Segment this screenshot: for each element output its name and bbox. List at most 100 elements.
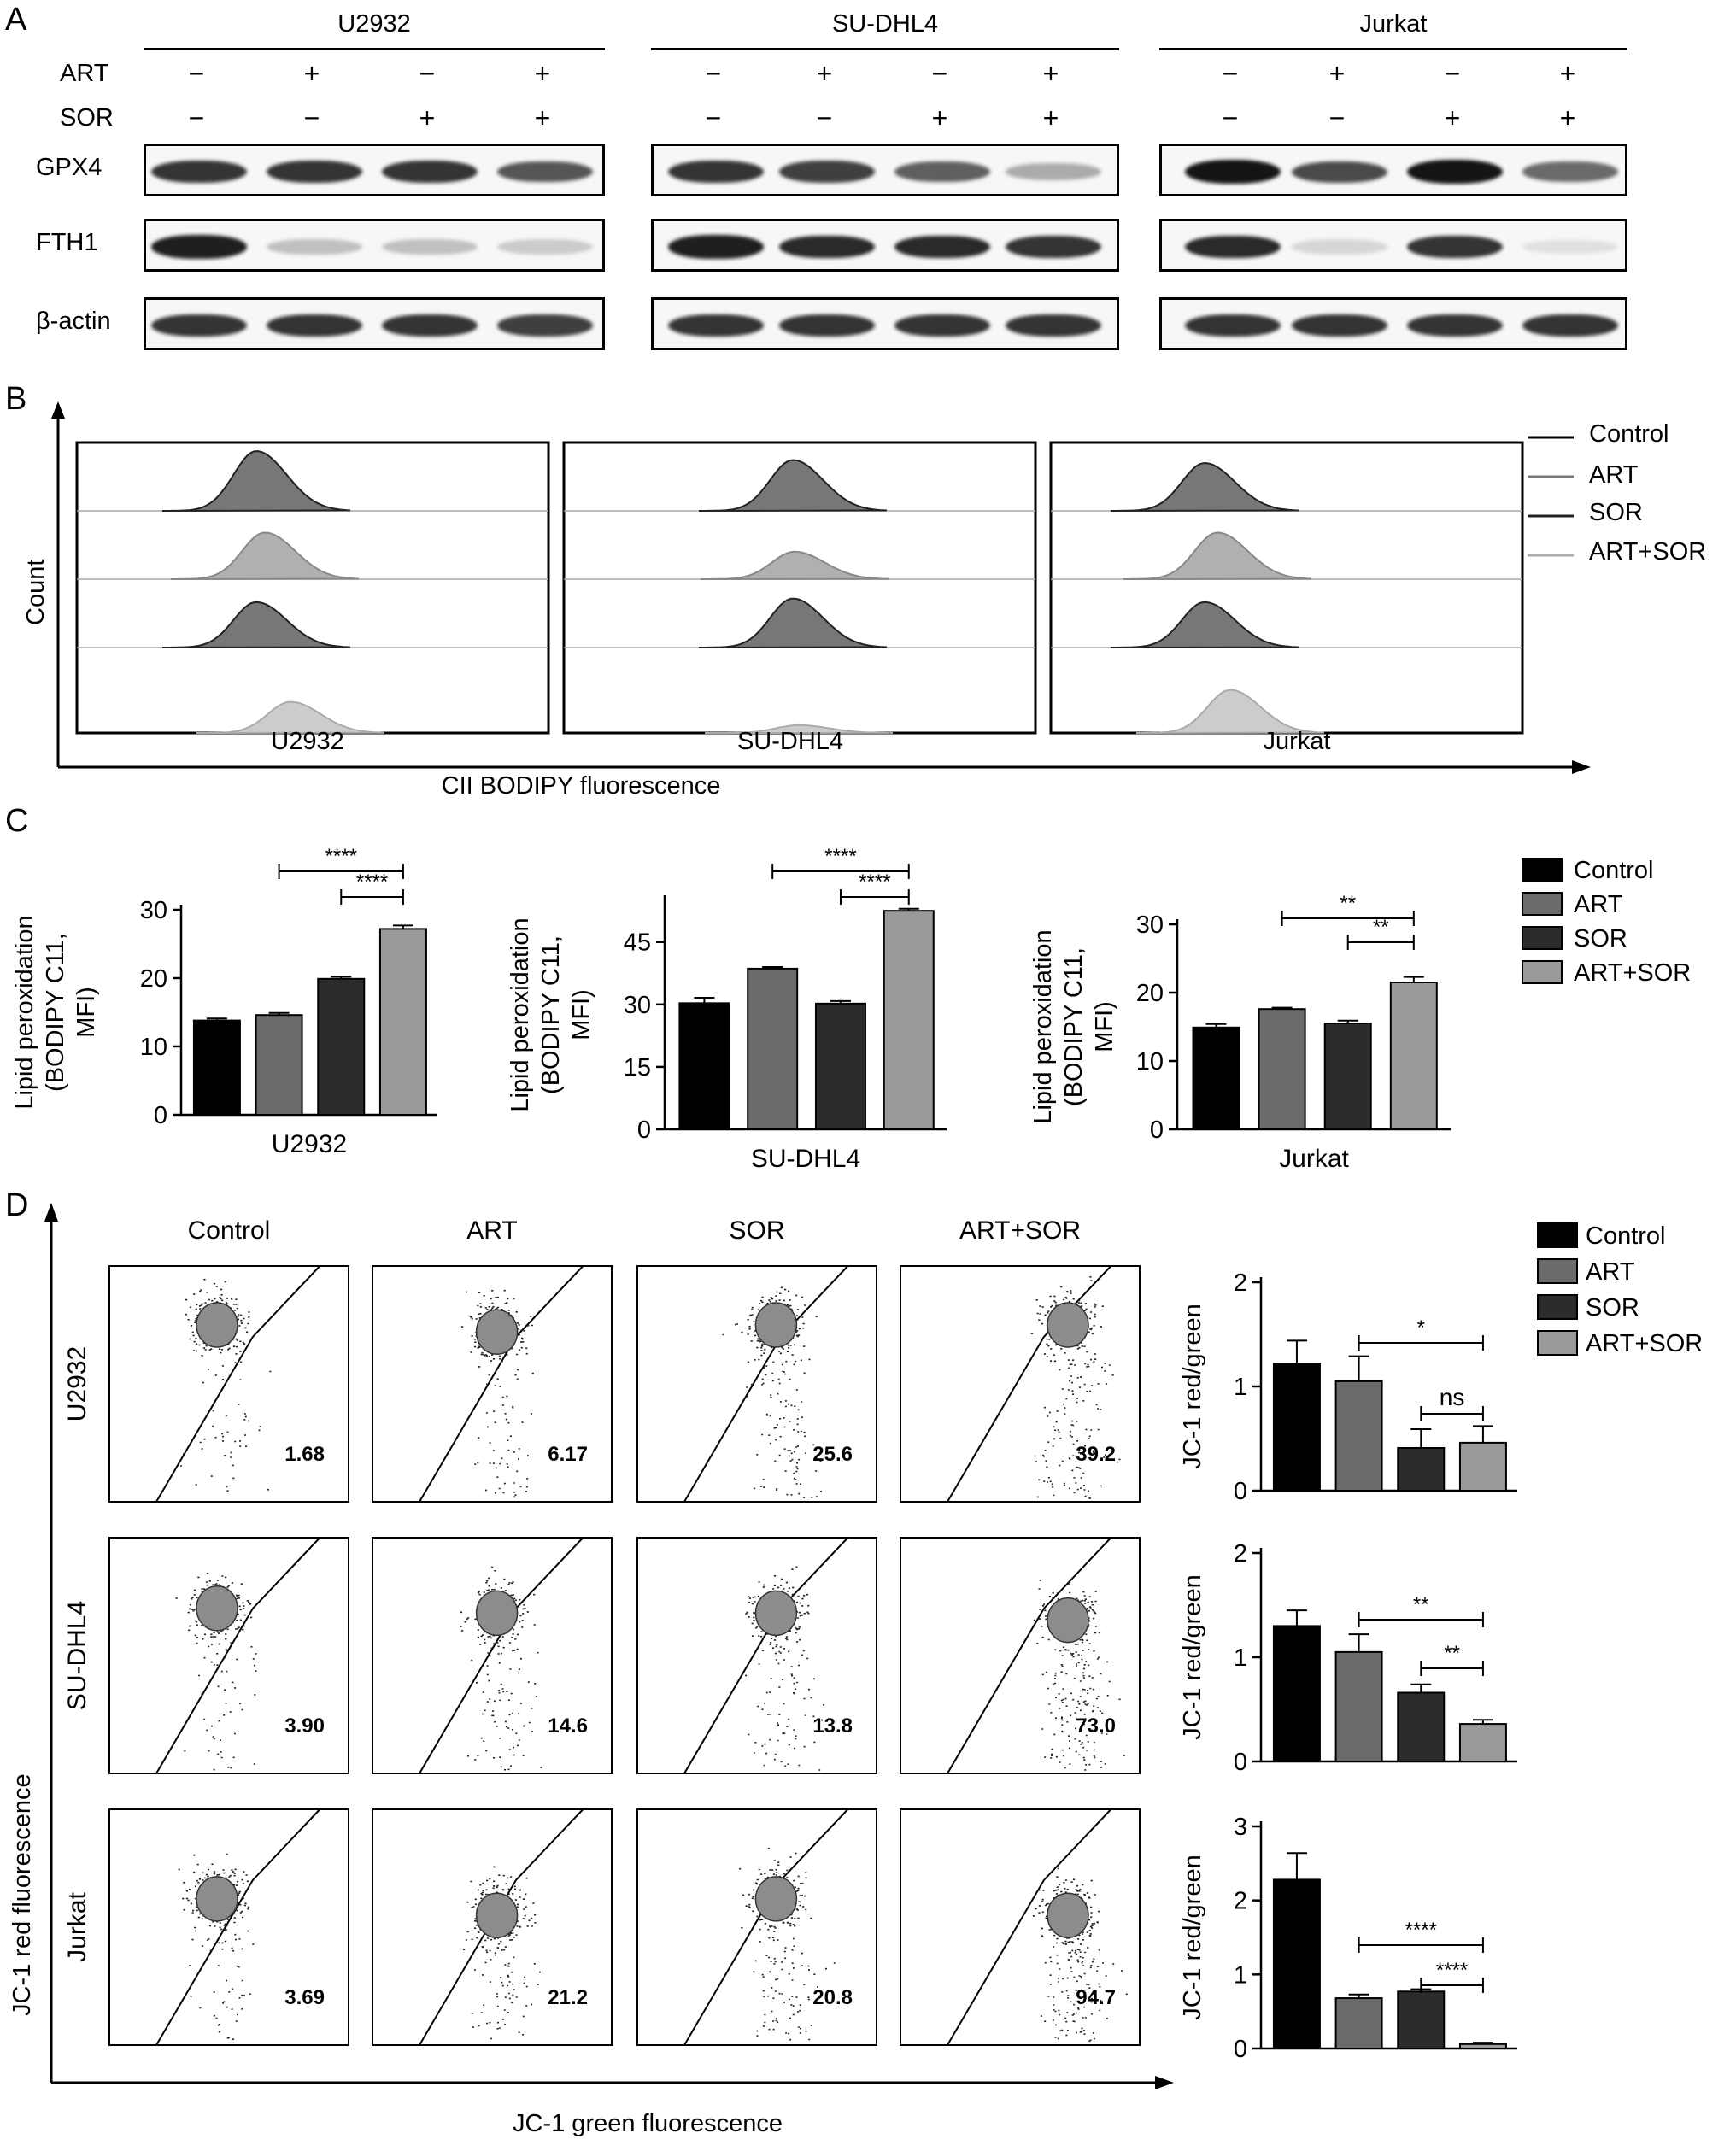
blot-band bbox=[1185, 160, 1281, 184]
jc1-dense-population bbox=[475, 1892, 519, 1938]
lipid-legend-swatch bbox=[1522, 926, 1563, 950]
blot-sor-sign: + bbox=[1559, 103, 1576, 133]
significance-label: **** bbox=[1405, 1919, 1437, 1942]
histogram-x-arrowhead bbox=[1572, 760, 1591, 774]
blot-band bbox=[382, 314, 478, 337]
blot-sor-sign: + bbox=[419, 103, 436, 133]
blot-sor-sign: − bbox=[1328, 103, 1346, 133]
jc1-percentage: 25.6 bbox=[812, 1443, 853, 1466]
blot-band bbox=[1006, 163, 1101, 180]
bar-art-sor bbox=[378, 928, 427, 1117]
histogram-panel-label-3: Jurkat bbox=[1263, 728, 1331, 755]
histogram-curve bbox=[1123, 531, 1312, 580]
histogram-legend-art: ART bbox=[1589, 461, 1639, 489]
jc1-column-label: SOR bbox=[729, 1216, 784, 1245]
jc1-column-label: ART+SOR bbox=[959, 1216, 1081, 1245]
histogram-curve bbox=[170, 531, 360, 580]
jc1-chart-jurkat: 0 1 2 3 **** **** JC-1 red/green bbox=[1179, 1814, 1517, 2063]
significance-label: **** bbox=[824, 845, 856, 868]
blot-band bbox=[267, 160, 362, 184]
y-tick-label: 30 bbox=[1136, 911, 1164, 939]
blot-strip bbox=[144, 297, 605, 350]
jc1-scatter-plot: 1.68 bbox=[108, 1265, 349, 1503]
blot-header-line bbox=[144, 48, 605, 50]
blot-band bbox=[668, 235, 764, 259]
lipid-legend-label: ART bbox=[1574, 891, 1623, 918]
blot-header-line bbox=[651, 48, 1119, 50]
jc1-plot-frame bbox=[372, 1265, 613, 1503]
y-axis-label: Lipid peroxidation bbox=[507, 917, 534, 1111]
blot-band bbox=[894, 314, 990, 337]
x-axis-label: U2932 bbox=[272, 1130, 347, 1158]
y-tick-label: 20 bbox=[140, 965, 167, 993]
blot-band bbox=[151, 160, 247, 184]
histogram-curve bbox=[704, 724, 894, 734]
y-tick-label: 0 bbox=[1234, 2036, 1247, 2063]
jc1-percentage: 13.8 bbox=[812, 1714, 853, 1738]
x-axis-label: Jurkat bbox=[1279, 1145, 1349, 1173]
jc1-percentage: 21.2 bbox=[548, 1986, 588, 2009]
flow-histogram-panel bbox=[51, 401, 1591, 774]
jc1-percentage: 94.7 bbox=[1076, 1986, 1116, 2009]
bar-art-sor bbox=[1458, 2043, 1507, 2050]
significance-label: ** bbox=[1373, 916, 1389, 939]
histogram-curve bbox=[1110, 601, 1299, 648]
blot-art-sign: + bbox=[534, 58, 551, 89]
histogram-curve bbox=[698, 459, 888, 512]
lipid-legend-label: ART+SOR bbox=[1574, 959, 1691, 987]
blot-art-sign: − bbox=[705, 58, 722, 89]
blot-band bbox=[267, 314, 362, 337]
y-tick-label: 1 bbox=[1234, 1961, 1247, 1989]
bar-sor bbox=[1323, 1023, 1372, 1130]
blot-sor-sign: + bbox=[1444, 103, 1461, 133]
jc1-legend-swatch bbox=[1537, 1222, 1578, 1248]
blot-band bbox=[1006, 235, 1101, 259]
significance-label: **** bbox=[859, 870, 890, 894]
y-tick-label: 0 bbox=[1234, 1749, 1247, 1776]
jc1-plot-frame bbox=[900, 1265, 1141, 1503]
histogram-panel-label-2: SU-DHL4 bbox=[736, 728, 844, 755]
histogram-legend-control: Control bbox=[1589, 420, 1669, 448]
blot-art-sign: − bbox=[1444, 58, 1461, 89]
lipid-legend-swatch bbox=[1522, 858, 1563, 882]
blot-band bbox=[1522, 239, 1618, 255]
jc1-legend-label: ART+SOR bbox=[1586, 1330, 1703, 1357]
lipid-legend-label: SOR bbox=[1574, 925, 1628, 952]
blot-art-sign: − bbox=[931, 58, 948, 89]
y-tick-label: 0 bbox=[154, 1102, 167, 1129]
jc1-scatter-plot: 20.8 bbox=[636, 1808, 877, 2046]
jc1-y-axis-label: JC-1 red fluorescence bbox=[9, 1773, 36, 2016]
y-tick-label: 2 bbox=[1234, 1269, 1247, 1297]
significance-label: ** bbox=[1444, 1642, 1460, 1665]
significance-label: **** bbox=[1436, 1959, 1468, 1982]
bar-control bbox=[1272, 1625, 1321, 1763]
jc1-scatter-plot: 94.7 bbox=[900, 1808, 1141, 2046]
blot-protein-label: β-actin bbox=[36, 308, 111, 335]
lipid-legend-swatch bbox=[1522, 960, 1563, 984]
blot-band bbox=[894, 161, 990, 182]
jc1-legend-label: ART bbox=[1586, 1258, 1635, 1286]
jc1-dense-population bbox=[754, 1876, 798, 1922]
jc1-row-label: U2932 bbox=[63, 1346, 91, 1421]
jc1-gate-line bbox=[947, 1808, 1112, 2046]
jc1-percentage: 3.69 bbox=[284, 1986, 325, 2009]
histogram-x-label: CII BODIPY fluorescence bbox=[441, 772, 721, 800]
y-tick-label: 30 bbox=[140, 897, 167, 924]
blot-art-sign: + bbox=[1042, 58, 1059, 89]
bar-art bbox=[1258, 1008, 1306, 1130]
blot-band bbox=[1292, 239, 1387, 255]
y-tick-label: 1 bbox=[1234, 1644, 1247, 1672]
jc1-plot-frame bbox=[372, 1537, 613, 1774]
jc1-gate-line bbox=[155, 1265, 321, 1503]
y-tick-label: 0 bbox=[1150, 1117, 1164, 1144]
y-axis-label: (BODIPY C11, bbox=[537, 935, 565, 1094]
y-tick-label: 0 bbox=[1234, 1478, 1247, 1505]
bar-art bbox=[1334, 1650, 1383, 1763]
histogram-box bbox=[1049, 441, 1524, 735]
blot-art-sign: + bbox=[1328, 58, 1346, 89]
jc1-panel: Control ART SOR ART+SOR U2932 SU-DHL4 Jurkat 1.… bbox=[44, 1203, 1703, 2089]
histogram-curve bbox=[1110, 462, 1299, 512]
jc1-plot-frame bbox=[636, 1265, 877, 1503]
